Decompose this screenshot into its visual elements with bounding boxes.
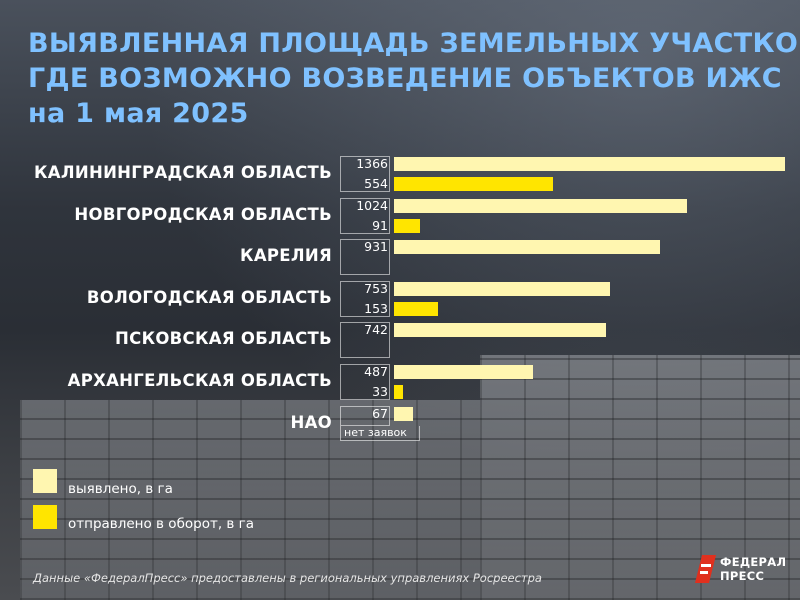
region-label: АРХАНГЕЛЬСКАЯ ОБЛАСТЬ <box>67 371 332 390</box>
bar-identified <box>394 240 661 255</box>
bar-identified <box>394 198 688 213</box>
legend-swatch-sent <box>33 505 57 529</box>
region-label: КАЛИНИНГРАДСКАЯ ОБЛАСТЬ <box>33 163 332 182</box>
legend-label-sent: отправлено в оборот, в га <box>68 516 255 532</box>
region-label: ПСКОВСКАЯ ОБЛАСТЬ <box>115 329 332 349</box>
legend-label-identified: выявлено, в га <box>68 481 173 497</box>
value-label-identified: 487 <box>364 364 388 379</box>
value-label-sent: 91 <box>372 217 388 233</box>
value-box <box>340 239 390 276</box>
value-label-sent: 33 <box>372 384 388 399</box>
legend-swatch-identified <box>33 469 57 493</box>
bar-identified <box>394 157 785 171</box>
value-label-identified: 742 <box>364 322 388 338</box>
bar-sent <box>394 177 553 191</box>
region-label: НАО <box>290 412 332 432</box>
bar-identified <box>394 365 534 379</box>
value-box <box>340 405 390 426</box>
value-label-identified: 931 <box>364 239 388 255</box>
title-line-3: на 1 мая 2025 <box>28 98 249 129</box>
bar-identified <box>394 281 610 296</box>
region-label: КАРЕЛИЯ <box>240 246 332 266</box>
region-label: НОВГОРОДСКАЯ ОБЛАСТЬ <box>74 204 332 224</box>
source-note: Данные «ФедералПресс» предоставлены в ре… <box>33 571 542 585</box>
value-label-sent: 153 <box>364 300 388 316</box>
bar-identified <box>394 406 414 421</box>
title-line-1: ВЫЯВЛЕННАЯ ПЛОЩАДЬ ЗЕМЕЛЬНЫХ УЧАСТКОВ, <box>28 28 800 59</box>
chart-title: ВЫЯВЛЕННАЯ ПЛОЩАДЬ ЗЕМЕЛЬНЫХ УЧАСТКОВ, Г… <box>28 26 800 131</box>
region-label: ВОЛОГОДСКАЯ ОБЛАСТЬ <box>86 287 332 307</box>
no-requests-label: нет заявок <box>340 425 420 441</box>
value-box <box>340 364 390 400</box>
value-box <box>340 280 390 317</box>
logo-line-1: ФЕДЕРАЛ <box>720 555 787 569</box>
brick-wall-left <box>20 400 480 600</box>
logo-mark-icon <box>695 555 716 583</box>
value-label-sent: 554 <box>364 176 388 191</box>
brick-wall-right <box>480 355 800 600</box>
value-label-identified: 1366 <box>356 156 388 171</box>
value-box <box>340 322 390 359</box>
bar-identified <box>394 323 607 338</box>
title-line-2: ГДЕ ВОЗМОЖНО ВОЗВЕДЕНИЕ ОБЪЕКТОВ ИЖС <box>28 63 782 94</box>
bar-sent <box>394 218 421 233</box>
value-box <box>340 197 390 234</box>
logo-line-2: ПРЕСС <box>720 569 765 583</box>
bar-sent <box>394 301 438 316</box>
value-label-identified: 1024 <box>356 197 388 213</box>
federalpress-logo: ФЕДЕРАЛ ПРЕСС <box>692 553 787 587</box>
bar-sent <box>394 385 404 399</box>
value-label-identified: 753 <box>364 280 388 296</box>
value-box <box>340 156 390 192</box>
value-label-identified: 67 <box>372 405 388 421</box>
